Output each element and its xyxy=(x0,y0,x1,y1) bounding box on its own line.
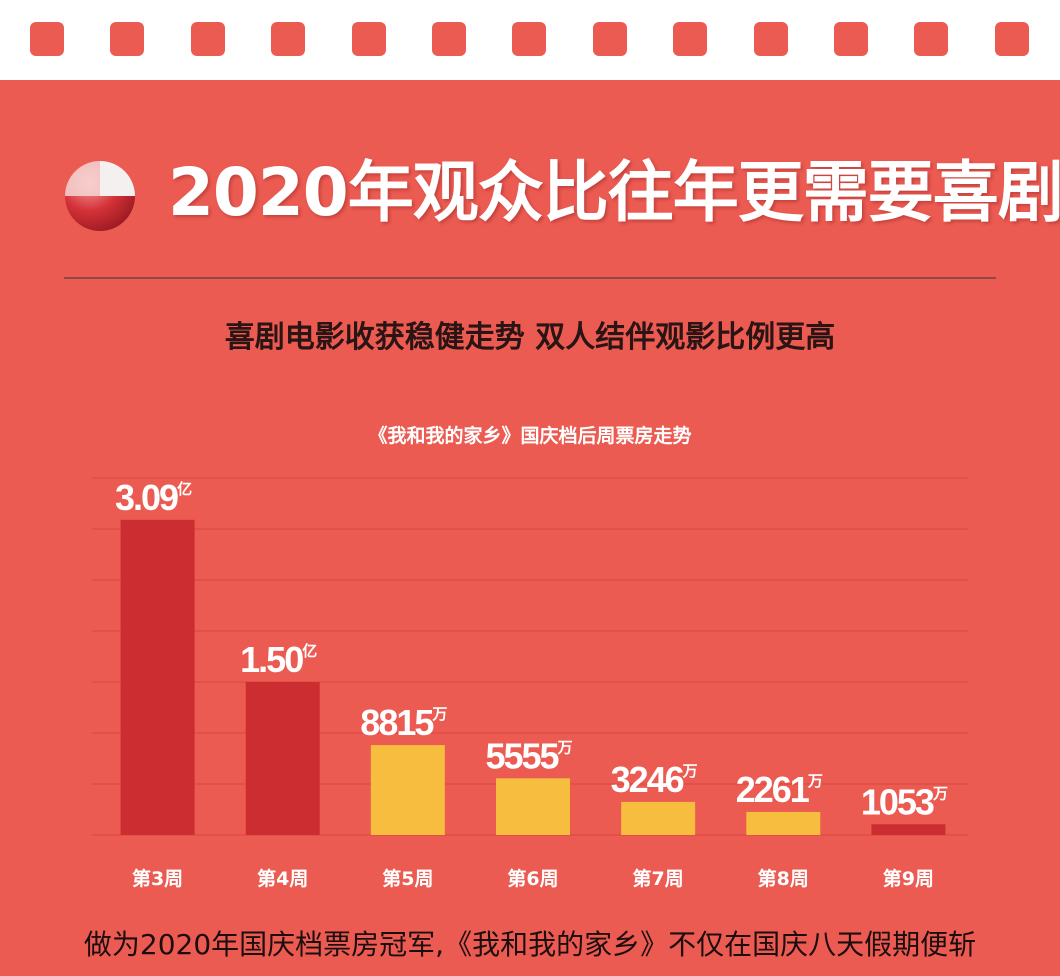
chart-bar xyxy=(621,801,696,835)
top-tab xyxy=(512,22,547,56)
chart-title: 《我和我的家乡》国庆档后周票房走势 xyxy=(368,424,691,447)
top-tab xyxy=(351,22,386,56)
chart-value-label: 5555万 xyxy=(485,735,572,776)
chart-bar xyxy=(496,778,570,835)
page-title: 2020年观众比往年更需要喜剧 xyxy=(168,154,1060,231)
top-tab xyxy=(271,22,306,56)
top-tab xyxy=(753,22,788,56)
top-tab xyxy=(914,22,949,56)
chart-bar xyxy=(245,682,320,835)
top-tab xyxy=(592,22,627,56)
top-tab xyxy=(190,22,225,56)
chart-value-label: 3246万 xyxy=(611,759,698,800)
top-tab xyxy=(994,22,1029,56)
chart-value-label: 1.50亿 xyxy=(240,639,317,680)
chart-category-label: 第9周 xyxy=(883,867,934,890)
footer-paragraph: 做为2020年国庆档票房冠军,《我和我的家乡》不仅在国庆八天假期便斩 xyxy=(83,928,977,961)
chart-bar xyxy=(120,519,195,835)
chart-value-label: 1053万 xyxy=(861,781,948,822)
chart-category-label: 第3周 xyxy=(132,867,183,890)
chart-category-label: 第6周 xyxy=(507,867,558,890)
chart-bar xyxy=(370,745,445,835)
title-circle-icon xyxy=(65,161,135,231)
title-divider xyxy=(64,277,996,279)
chart-category-label: 第5周 xyxy=(382,867,433,890)
chart-bar xyxy=(871,824,946,835)
chart-value-label: 2261万 xyxy=(736,769,823,810)
top-tab xyxy=(834,22,868,56)
chart-value-label: 3.09亿 xyxy=(115,477,192,518)
chart-category-label: 第4周 xyxy=(257,867,308,890)
chart-category-label: 第8周 xyxy=(758,867,809,890)
chart-category-label: 第7周 xyxy=(633,867,684,890)
chart-bar xyxy=(746,811,821,835)
top-tab xyxy=(110,22,145,56)
top-tab-strip xyxy=(0,0,1060,80)
top-tab xyxy=(30,22,64,56)
top-tab xyxy=(432,22,466,56)
chart-value-label: 8815万 xyxy=(360,702,447,743)
page-subtitle: 喜剧电影收获稳健走势 双人结伴观影比例更高 xyxy=(224,320,836,355)
top-tab xyxy=(673,22,708,56)
